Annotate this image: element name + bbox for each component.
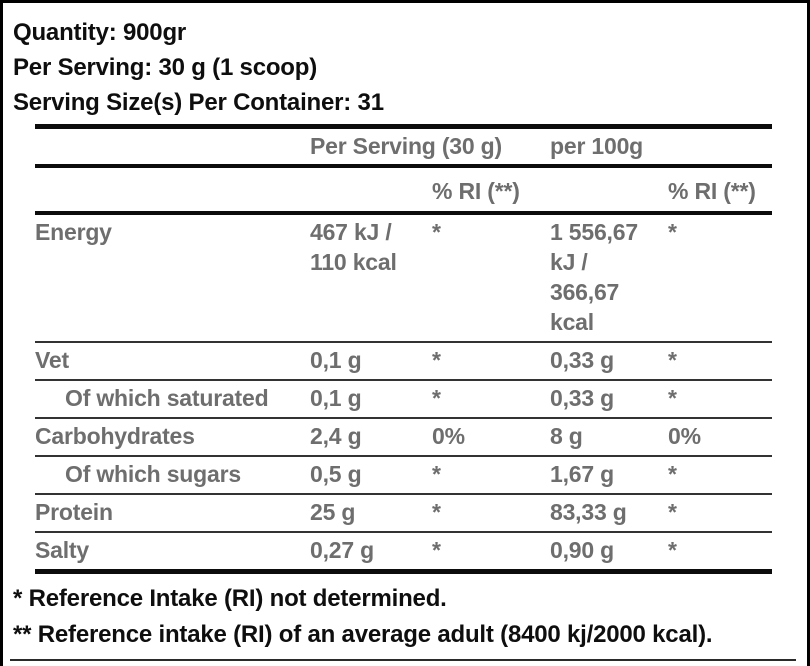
ri-serving-value: *: [432, 456, 550, 495]
nutrient-name-cell: Vet: [35, 342, 310, 381]
ri-100g-value: *: [668, 213, 773, 343]
nutrient-name-cell: Salty: [35, 537, 89, 563]
per-serving-value: 0,27 g: [310, 537, 375, 563]
table-row-fat: Vet 0,1 g * 0,33 g *: [35, 342, 773, 381]
ri-serving-value: 0%: [432, 418, 550, 457]
ri-serving-value: *: [432, 380, 550, 419]
per-100g-value: 83,33 g: [550, 494, 668, 533]
nutrient-name-cell: Energy: [35, 213, 310, 343]
ri-serving-value: *: [432, 494, 550, 533]
per-100g-value: 1 556,67 kJ / 366,67 kcal: [550, 213, 668, 343]
per-serving-line: Per Serving: 30 g (1 scoop): [13, 54, 318, 81]
empty-header-cell: [550, 166, 668, 215]
product-info-block: Quantity: 900gr Per Serving: 30 g (1 sco…: [13, 15, 807, 120]
table-header-row-ri: % RI (**) % RI (**): [35, 166, 773, 215]
table-body: Energy 467 kJ / 110 kcal * 1 556,67 kJ /…: [35, 213, 773, 572]
servings-per-container-line: Serving Size(s) Per Container: 31: [13, 89, 384, 116]
ri-serving-value: *: [432, 342, 550, 381]
table-header-row-units: Per Serving (30 g) per 100g: [35, 126, 773, 168]
per-serving-value: 0,1 g: [310, 342, 432, 381]
empty-header-cell: [35, 166, 310, 215]
per-100g-column-header: per 100g: [550, 126, 773, 168]
per-100g-value: 0,90 g: [550, 537, 615, 563]
empty-header-cell: [310, 166, 432, 215]
ri-100g-value: *: [668, 380, 773, 419]
nutrient-name-cell: Carbohydrates: [35, 418, 310, 457]
nutrition-table: Per Serving (30 g) per 100g % RI (**) % …: [35, 124, 773, 574]
bottom-divider: [10, 659, 796, 661]
ri-per-serving-column-header: % RI (**): [432, 166, 550, 215]
footnotes-block: * Reference Intake (RI) not determined. …: [13, 581, 807, 653]
ri-100g-value: *: [668, 494, 773, 533]
nutrient-name-cell: Of which sugars: [35, 456, 310, 495]
per-100g-value: 1,67 g: [550, 456, 668, 495]
ri-100g-value: 0%: [668, 418, 773, 457]
per-100g-value: 8 g: [550, 418, 668, 457]
nutrient-name-cell: Of which saturated: [35, 380, 310, 419]
per-serving-value: 2,4 g: [310, 418, 432, 457]
per-serving-value: 0,5 g: [310, 456, 432, 495]
nutrient-name-cell: Protein: [35, 494, 310, 533]
footnote-ri-average-adult: ** Reference intake (RI) of an average a…: [13, 621, 713, 648]
ri-100g-value: *: [668, 537, 677, 563]
ri-serving-value: *: [432, 213, 550, 343]
ri-per-100g-column-header: % RI (**): [668, 166, 773, 215]
per-100g-value: 0,33 g: [550, 342, 668, 381]
table-row-carbohydrates: Carbohydrates 2,4 g 0% 8 g 0%: [35, 418, 773, 457]
ri-serving-value: *: [432, 537, 441, 563]
table-row-energy: Energy 467 kJ / 110 kcal * 1 556,67 kJ /…: [35, 213, 773, 343]
table-header: Per Serving (30 g) per 100g % RI (**) % …: [35, 126, 773, 215]
table-row-salt: Salty 0,27 g * 0,90 g *: [35, 532, 772, 572]
quantity-line: Quantity: 900gr: [13, 19, 187, 46]
per-serving-value: 25 g: [310, 494, 432, 533]
table-row-saturated-fat: Of which saturated 0,1 g * 0,33 g *: [35, 380, 773, 419]
per-100g-value: 0,33 g: [550, 380, 668, 419]
per-serving-column-header: Per Serving (30 g): [310, 126, 550, 168]
table-row-protein: Protein 25 g * 83,33 g *: [35, 494, 773, 533]
table-row-sugars: Of which sugars 0,5 g * 1,67 g *: [35, 456, 773, 495]
per-serving-value: 467 kJ / 110 kcal: [310, 213, 432, 343]
empty-header-cell: [35, 126, 310, 168]
per-serving-value: 0,1 g: [310, 380, 432, 419]
ri-100g-value: *: [668, 456, 773, 495]
ri-100g-value: *: [668, 342, 773, 381]
footnote-ri-not-determined: * Reference Intake (RI) not determined.: [13, 585, 447, 612]
